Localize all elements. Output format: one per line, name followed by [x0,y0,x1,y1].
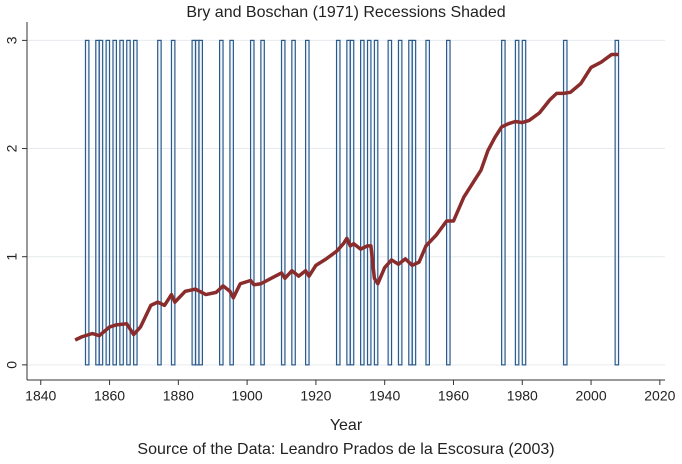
x-tick-label: 1920 [300,388,331,404]
recession-bar [170,39,176,366]
x-tick-label: 1880 [163,388,194,404]
recession-bar [514,39,520,366]
recession-bar [304,39,310,366]
recession-bar [126,39,131,366]
recession-bar [387,39,393,366]
x-tick-label: 1980 [507,388,538,404]
y-tick-label: 1 [4,253,20,261]
recession-bar [119,39,124,366]
recession-bar [198,39,204,366]
source-note: Source of the Data: Leandro Prados de la… [137,441,554,458]
recession-bar [249,39,255,366]
recession-bar [133,39,138,366]
recession-bar [425,39,431,366]
recession-bar [335,39,341,366]
recession-bar [291,39,296,366]
x-tick-label: 2000 [575,388,606,404]
y-tick-label: 3 [4,36,20,44]
recession-bar [373,39,379,366]
recession-bar [521,39,527,366]
chart-title: Bry and Boschan (1971) Recessions Shaded [186,4,505,21]
recession-bar [260,39,265,366]
recession-bar [349,39,355,366]
x-tick-label: 1900 [232,388,263,404]
recession-bar [84,39,90,366]
recession-bar [98,39,104,366]
recession-bar [562,39,568,366]
x-tick-label: 1940 [369,388,400,404]
recession-bar [112,39,118,366]
recession-bar [157,39,162,366]
recession-bar [366,39,372,366]
y-tick-label: 2 [4,144,20,152]
y-tick-label: 0 [4,361,20,369]
recession-bar [411,39,417,366]
x-tick-label: 1840 [25,388,56,404]
recession-bar [397,39,403,366]
recession-bar [446,39,451,366]
x-axis-label: Year [330,417,363,434]
x-tick-label: 2020 [644,388,675,404]
recession-bar [614,39,620,366]
recession-bar [501,39,506,366]
recession-bar [219,39,224,366]
recession-bar [229,39,234,366]
recession-bar [360,39,365,366]
recession-bar [280,39,286,366]
series-line [74,52,619,342]
recession-bar [105,39,111,366]
x-tick-label: 1960 [438,388,469,404]
x-tick-label: 1860 [94,388,125,404]
